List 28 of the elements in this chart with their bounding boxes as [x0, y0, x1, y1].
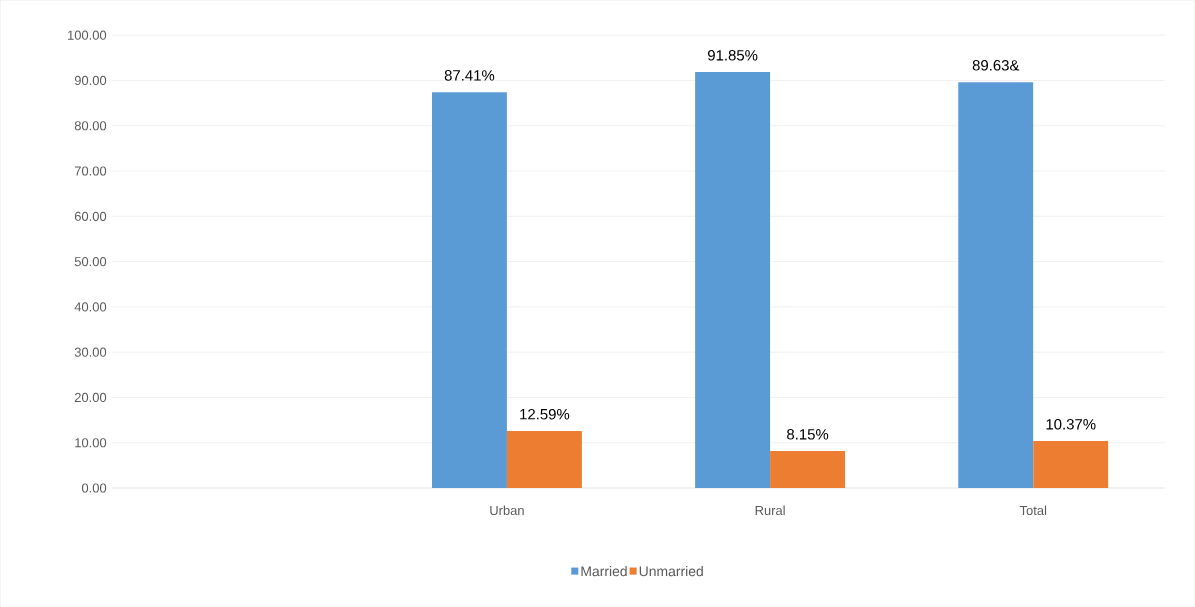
y-tick-label: 10.00: [75, 438, 107, 448]
y-tick-label: 50.00: [74, 256, 107, 267]
data-label: 10.37%: [1046, 418, 1096, 430]
y-tick-label: 70.00: [74, 166, 107, 176]
y-tick-label: 80.00: [74, 121, 107, 131]
legend-label: Married: [581, 565, 627, 577]
legend-label: Unmarried: [639, 565, 703, 577]
data-label: 89.63&: [972, 59, 1020, 71]
y-tick-label: 40.00: [74, 302, 107, 312]
bar: [695, 71, 771, 488]
y-tick-label: 20.00: [74, 392, 107, 402]
y-tick-label: 60.00: [74, 211, 107, 221]
y-tick-label: 90.00: [74, 75, 107, 85]
data-label: 8.15%: [787, 428, 829, 440]
data-label: 91.85%: [707, 49, 758, 61]
bar: [958, 82, 1034, 488]
y-tick-label: 100.00: [68, 30, 107, 40]
x-tick-label: Total: [1019, 505, 1047, 515]
bar: [770, 451, 846, 488]
bar: [1033, 440, 1109, 488]
bar: [431, 92, 507, 488]
x-tick-label: Urban: [490, 505, 524, 515]
y-tick-label: 30.00: [74, 347, 107, 357]
data-label: 12.59%: [520, 408, 570, 420]
bar: [506, 430, 582, 488]
y-tick-label: 0.00: [81, 483, 107, 493]
x-tick-label: Rural: [755, 505, 785, 515]
data-label: 87.41%: [444, 70, 495, 81]
